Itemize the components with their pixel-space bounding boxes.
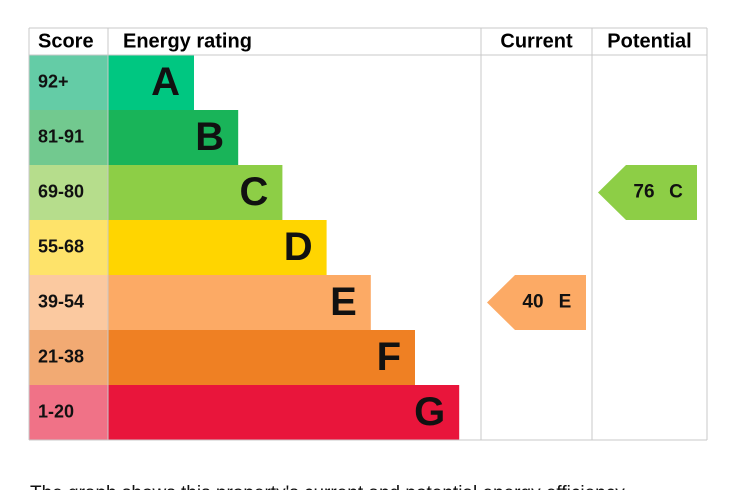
potential-score: 76 — [633, 182, 654, 203]
potential-arrow — [598, 165, 697, 220]
rating-bar — [108, 165, 283, 220]
header-score: Score — [38, 30, 94, 52]
score-label: 39-54 — [38, 291, 84, 311]
score-cell — [29, 55, 108, 110]
rating-bar — [108, 385, 460, 440]
rating-letter: A — [151, 60, 180, 104]
score-cell — [29, 110, 108, 165]
rating-bar — [108, 55, 194, 110]
score-label: 21-38 — [38, 346, 84, 366]
score-cell — [29, 330, 108, 385]
score-label: 69-80 — [38, 181, 84, 201]
rating-letter: E — [330, 280, 357, 324]
current-arrow — [487, 275, 586, 330]
rating-letter: C — [240, 170, 269, 214]
rating-bar — [108, 110, 239, 165]
score-cell — [29, 165, 108, 220]
score-label: 1-20 — [38, 401, 74, 421]
score-cell — [29, 220, 108, 275]
score-label: 81-91 — [38, 126, 84, 146]
rating-bar — [108, 220, 327, 275]
rating-letter: G — [414, 390, 445, 434]
score-cell — [29, 275, 108, 330]
score-label: 55-68 — [38, 236, 84, 256]
score-label: 92+ — [38, 71, 69, 91]
rating-letter: F — [377, 335, 401, 379]
header-potential: Potential — [607, 30, 691, 52]
rating-bar — [108, 330, 415, 385]
header-rating: Energy rating — [123, 30, 252, 52]
rating-letter: D — [284, 225, 313, 269]
header-current: Current — [500, 30, 573, 52]
current-score: 40 — [522, 292, 543, 313]
potential-band: C — [669, 182, 683, 203]
score-cell — [29, 385, 108, 440]
footnote: The graph shows this property's current … — [30, 483, 629, 490]
rating-bar — [108, 275, 371, 330]
current-band: E — [559, 292, 572, 313]
rating-letter: B — [195, 115, 224, 159]
